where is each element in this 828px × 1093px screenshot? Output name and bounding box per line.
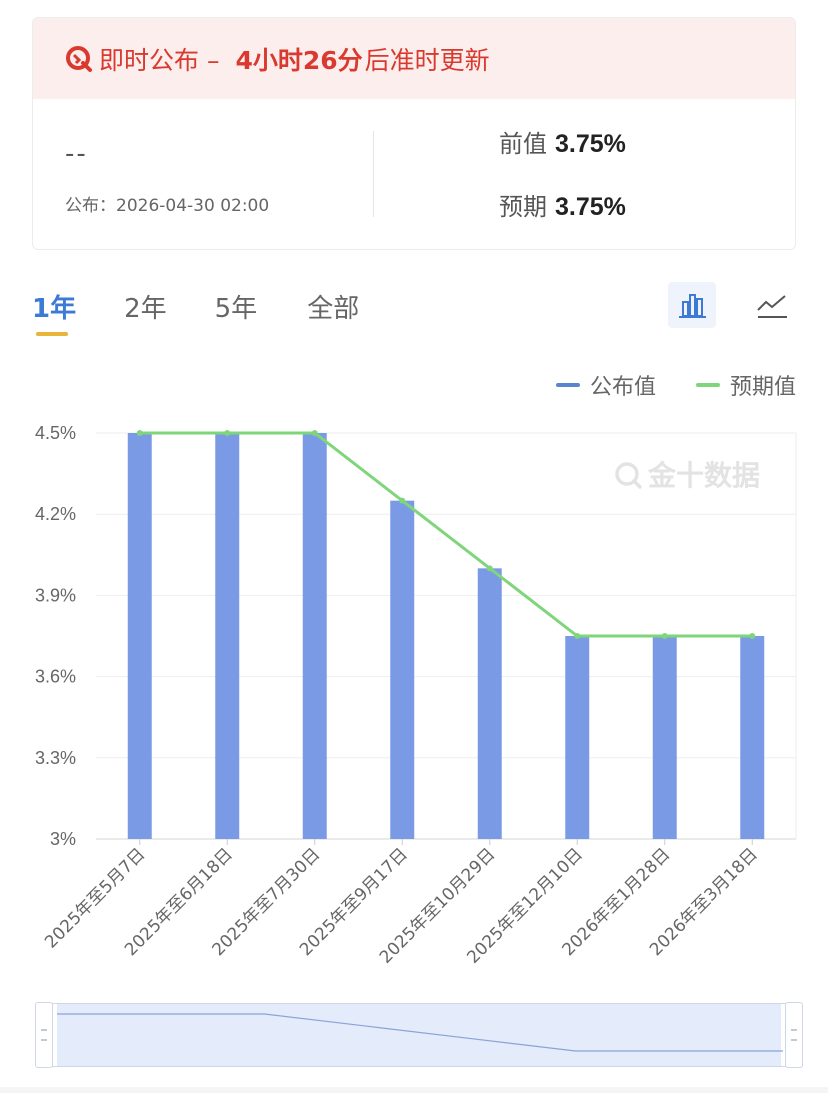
zoom-handle-left[interactable]	[35, 1002, 53, 1068]
bar-chart-icon	[679, 294, 706, 318]
divider	[373, 131, 374, 217]
forecast-line	[139, 431, 753, 638]
bar-actual[interactable]	[565, 636, 590, 839]
zoom-slider[interactable]	[35, 1002, 803, 1068]
legend-label-forecast: 预期值	[729, 375, 796, 400]
previous-stat: 前值 3.75%	[499, 124, 626, 159]
forecast-point[interactable]	[661, 633, 668, 639]
zoom-preview-line	[57, 1013, 783, 1052]
tab-1-year[interactable]: 1年	[32, 288, 76, 336]
range-tabs: 1年 2年 5年 全部	[32, 288, 407, 336]
forecast-stat: 预期 3.75%	[499, 187, 626, 222]
forecast-point[interactable]	[749, 633, 756, 639]
zoom-handle-right[interactable]	[785, 1002, 803, 1068]
legend-label-actual: 公布值	[589, 375, 656, 400]
line-chart-icon	[757, 295, 787, 318]
y-tick-label: 3.3%	[35, 748, 76, 768]
tab-5-years[interactable]: 5年	[214, 294, 258, 324]
tab-2-years[interactable]: 2年	[124, 294, 167, 324]
y-tick-label: 4.2%	[35, 504, 76, 524]
watermark-text: 金十数据	[647, 459, 760, 492]
bar-actual[interactable]	[390, 500, 415, 839]
previous-value: 3.75%	[555, 130, 626, 158]
forecast-point[interactable]	[136, 430, 143, 436]
chart-legend: 公布值 预期值	[516, 369, 796, 401]
bottom-divider	[0, 1087, 828, 1093]
release-card: 即时公布 – 4小时26分 后准时更新 -- 公布：2026-04-30 02:…	[32, 17, 796, 250]
forecast-value: 3.75%	[555, 193, 626, 221]
bar-view-button[interactable]	[668, 282, 716, 328]
legend-item-forecast[interactable]: 预期值	[695, 369, 796, 401]
zoom-selection[interactable]	[57, 1004, 783, 1066]
y-tick-label: 3.9%	[35, 585, 76, 605]
bar-actual[interactable]	[652, 636, 677, 839]
y-tick-label: 3.6%	[35, 667, 76, 687]
jin10-logo-icon	[66, 45, 92, 72]
actual-value: --	[65, 139, 88, 169]
bar-actual[interactable]	[302, 433, 327, 839]
previous-label: 前值	[499, 130, 547, 158]
y-tick-label: 4.5%	[35, 423, 76, 443]
legend-item-actual[interactable]: 公布值	[555, 369, 656, 401]
banner-suffix: 后准时更新	[364, 45, 490, 75]
watermark-logo-tail	[632, 479, 642, 489]
publish-time: 公布：2026-04-30 02:00	[65, 196, 270, 216]
y-tick-label: 3%	[50, 829, 76, 849]
watermark: 金十数据	[615, 459, 760, 492]
zoom-preview	[57, 1013, 783, 1052]
rate-chart: 金十数据 4.5%4.2%3.9%3.6%3.3%3% 2025年至5月7日20…	[35, 423, 797, 968]
countdown-text: 4小时26分	[235, 45, 363, 75]
forecast-point[interactable]	[224, 430, 231, 436]
banner-prefix: 即时公布 –	[99, 45, 220, 75]
forecast-point[interactable]	[399, 497, 406, 504]
forecast-point[interactable]	[311, 430, 318, 436]
bar-actual[interactable]	[477, 568, 502, 839]
watermark-logo-icon	[615, 462, 639, 486]
legend-swatch-actual	[555, 383, 580, 387]
tab-all[interactable]: 全部	[307, 294, 360, 324]
release-banner: 即时公布 – 4小时26分 后准时更新	[33, 18, 795, 99]
bar-actual[interactable]	[740, 636, 765, 839]
forecast-label: 预期	[499, 193, 547, 221]
bar-actual[interactable]	[215, 433, 240, 839]
forecast-point[interactable]	[574, 633, 581, 639]
line-view-button[interactable]	[748, 282, 796, 328]
bar-actual[interactable]	[127, 433, 152, 839]
forecast-point[interactable]	[486, 565, 493, 572]
legend-swatch-forecast	[695, 383, 720, 387]
